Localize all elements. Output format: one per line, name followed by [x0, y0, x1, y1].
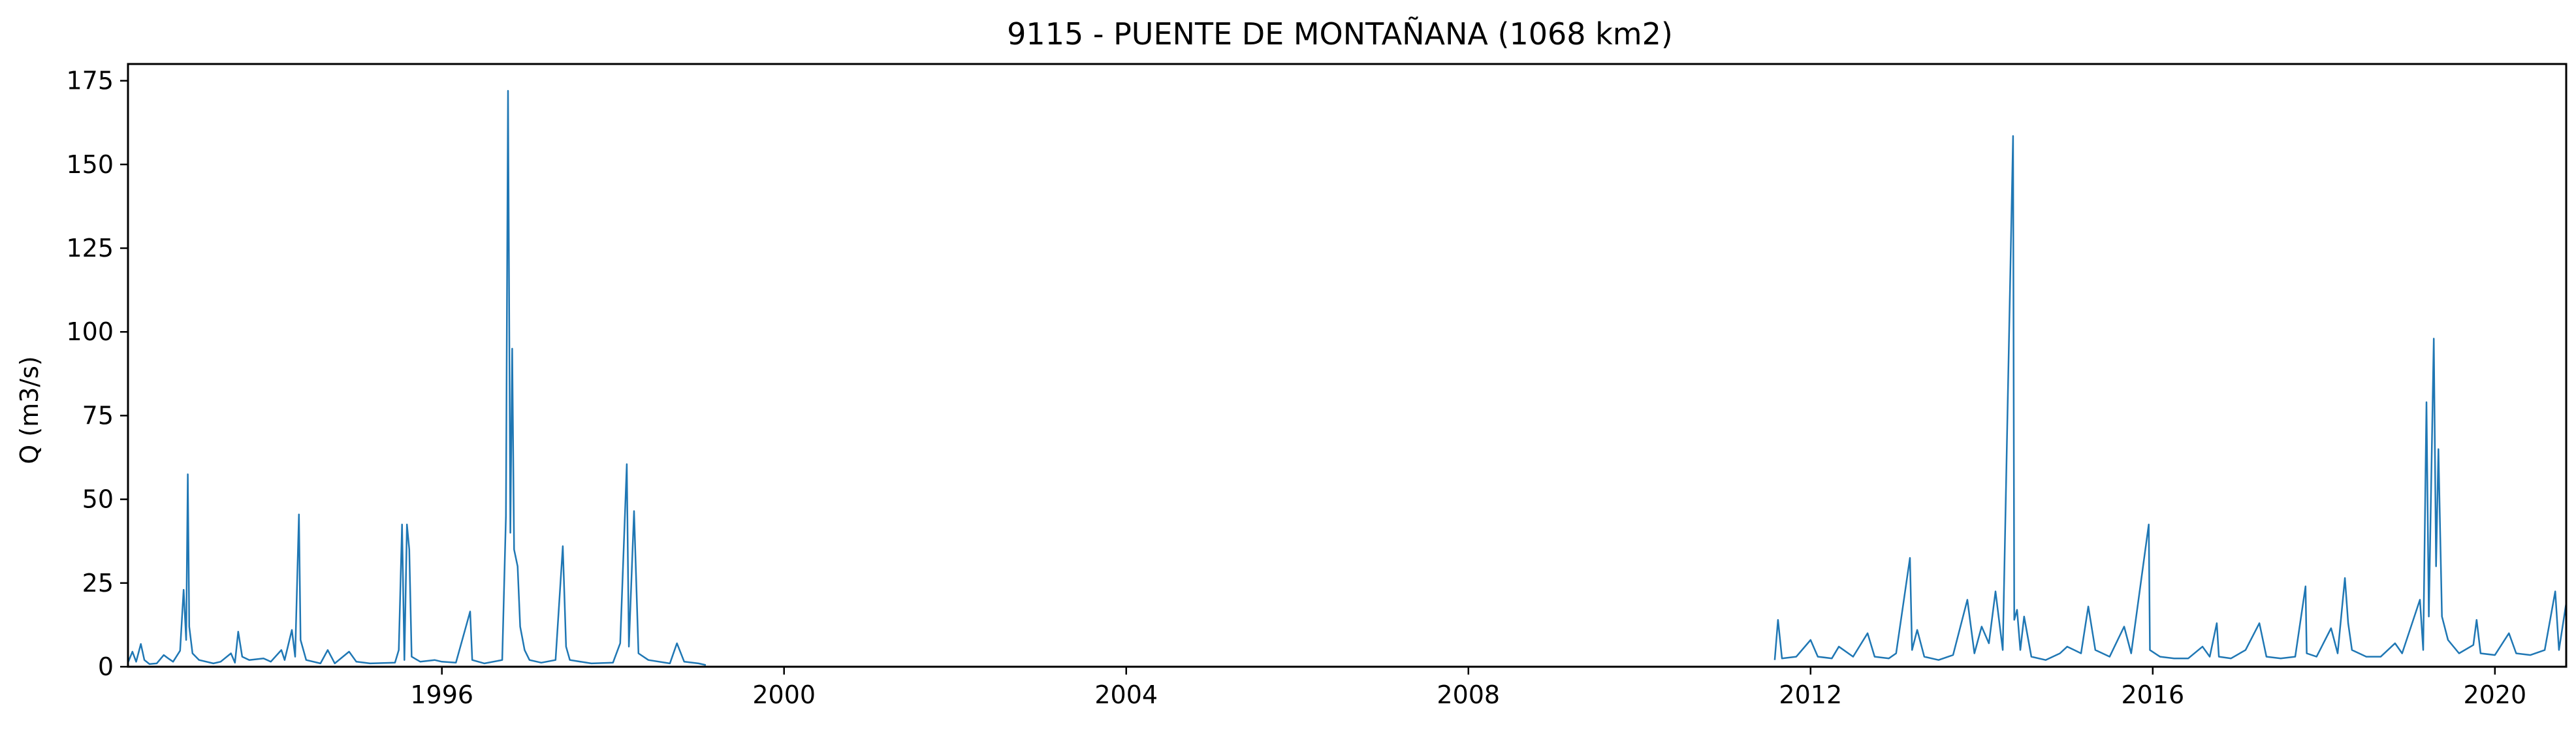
y-tick-label: 50: [82, 485, 114, 514]
y-tick-label: 0: [98, 652, 114, 681]
x-tick-label: 2008: [1437, 680, 1500, 709]
y-tick-label: 75: [82, 401, 114, 430]
y-axis: 0 25 50 75 100 125 150 175: [66, 67, 128, 681]
x-tick-label: 2012: [1779, 680, 1842, 709]
y-tick-label: 150: [66, 150, 114, 179]
x-tick-label: 2000: [752, 680, 816, 709]
x-axis: 1996 2000 2004 2008 2012 2016 2020: [410, 667, 2526, 709]
y-axis-label: Q (m3/s): [15, 356, 44, 464]
plot-area: [127, 89, 2568, 666]
y-tick-label: 125: [66, 234, 114, 263]
chart-title: 9115 - PUENTE DE MONTAÑANA (1068 km2): [1007, 16, 1673, 52]
y-tick-label: 25: [82, 569, 114, 598]
y-tick-label: 175: [66, 67, 114, 95]
plot-frame: [127, 63, 2568, 668]
x-tick-label: 2020: [2463, 680, 2526, 709]
series-line-0: [127, 89, 2568, 666]
x-tick-label: 2004: [1094, 680, 1158, 709]
x-tick-label: 1996: [410, 680, 473, 709]
y-tick-label: 100: [66, 317, 114, 346]
x-tick-label: 2016: [2121, 680, 2184, 709]
